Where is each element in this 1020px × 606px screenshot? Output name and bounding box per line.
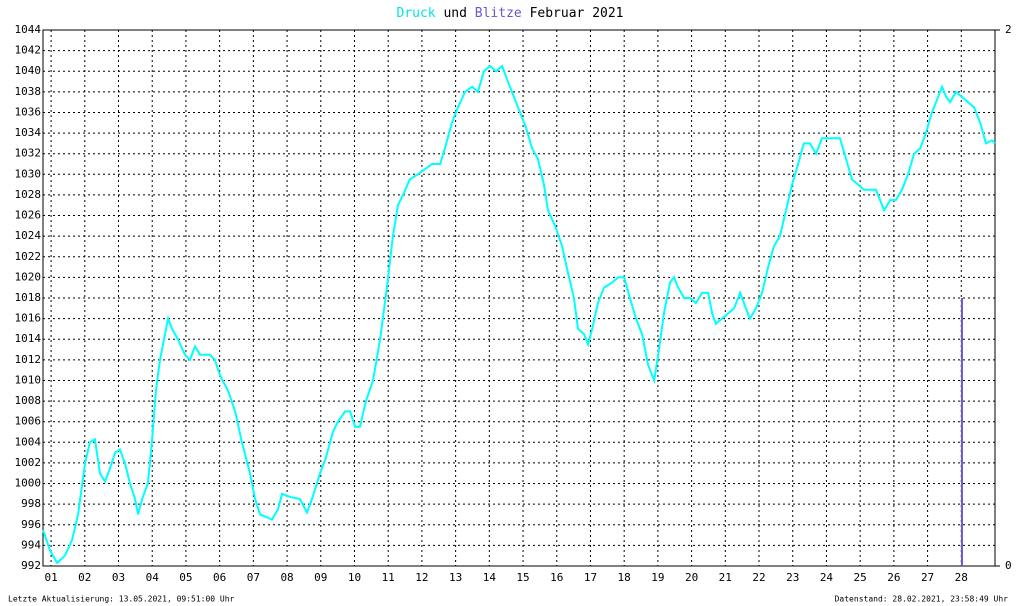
lightning-bar: [960, 298, 963, 566]
y-tick-label: 1026: [15, 209, 42, 222]
x-tick-label: 23: [786, 571, 799, 584]
x-tick-label: 17: [584, 571, 597, 584]
y2-tick-label: 2: [1005, 23, 1012, 36]
y-tick-label: 1006: [15, 415, 42, 428]
y-tick-label: 1004: [15, 435, 42, 448]
y-tick-label: 1032: [15, 147, 42, 160]
x-tick-label: 21: [719, 571, 732, 584]
x-tick-label: 15: [516, 571, 529, 584]
x-tick-label: 18: [618, 571, 631, 584]
x-tick-label: 25: [854, 571, 867, 584]
footer-right: Datenstand: 28.02.2021, 23:58:49 Uhr: [835, 595, 1009, 604]
x-tick-label: 02: [78, 571, 91, 584]
y2-tick-label: 0: [1005, 559, 1012, 572]
x-tick-label: 01: [44, 571, 57, 584]
title-series-1: Druck: [397, 6, 436, 21]
x-tick-label: 19: [651, 571, 664, 584]
x-tick-label: 09: [314, 571, 327, 584]
x-tick-label: 10: [348, 571, 361, 584]
y-tick-label: 1028: [15, 188, 42, 201]
x-tick-label: 11: [382, 571, 395, 584]
y-tick-label: 1014: [15, 332, 42, 345]
y-tick-label: 1030: [15, 167, 42, 180]
y-tick-label: 994: [21, 538, 41, 551]
x-tick-label: 16: [550, 571, 563, 584]
y-tick-label: 998: [21, 497, 41, 510]
x-tick-label: 14: [483, 571, 497, 584]
y-tick-label: 1022: [15, 250, 42, 263]
title-series-2: Blitze: [475, 6, 522, 21]
y-tick-label: 1040: [15, 64, 42, 77]
x-tick-label: 26: [887, 571, 900, 584]
y-tick-label: 1038: [15, 85, 42, 98]
y-tick-label: 1042: [15, 44, 42, 57]
title-joiner: und: [443, 6, 466, 21]
y-tick-label: 1002: [15, 456, 42, 469]
y-tick-label: 1034: [15, 126, 42, 139]
x-tick-label: 24: [820, 571, 834, 584]
y-tick-label: 1016: [15, 312, 42, 325]
x-tick-label: 06: [213, 571, 226, 584]
y-tick-label: 1018: [15, 291, 42, 304]
x-tick-label: 04: [146, 571, 160, 584]
x-tick-label: 22: [752, 571, 765, 584]
x-tick-label: 20: [685, 571, 698, 584]
y-tick-label: 1036: [15, 105, 42, 118]
title-month: Februar 2021: [530, 6, 624, 21]
y-tick-label: 1012: [15, 353, 42, 366]
footer-left: Letzte Aktualisierung: 13.05.2021, 09:51…: [8, 595, 235, 604]
x-tick-label: 12: [415, 571, 428, 584]
x-tick-label: 27: [921, 571, 934, 584]
x-tick-label: 28: [955, 571, 968, 584]
y-tick-label: 1008: [15, 394, 42, 407]
y-tick-label: 1020: [15, 270, 42, 283]
y-tick-label: 1010: [15, 373, 42, 386]
y-tick-label: 1044: [15, 23, 42, 36]
x-tick-label: 05: [179, 571, 192, 584]
y-tick-label: 1000: [15, 477, 42, 490]
x-tick-label: 07: [247, 571, 260, 584]
y-tick-label: 992: [21, 559, 41, 572]
x-tick-label: 03: [112, 571, 125, 584]
y-tick-label: 996: [21, 518, 41, 531]
x-tick-label: 13: [449, 571, 462, 584]
pressure-line: [42, 64, 996, 565]
y-tick-label: 1024: [15, 229, 42, 242]
x-tick-label: 08: [280, 571, 293, 584]
chart-title: Druck und Blitze Februar 2021: [397, 6, 624, 21]
